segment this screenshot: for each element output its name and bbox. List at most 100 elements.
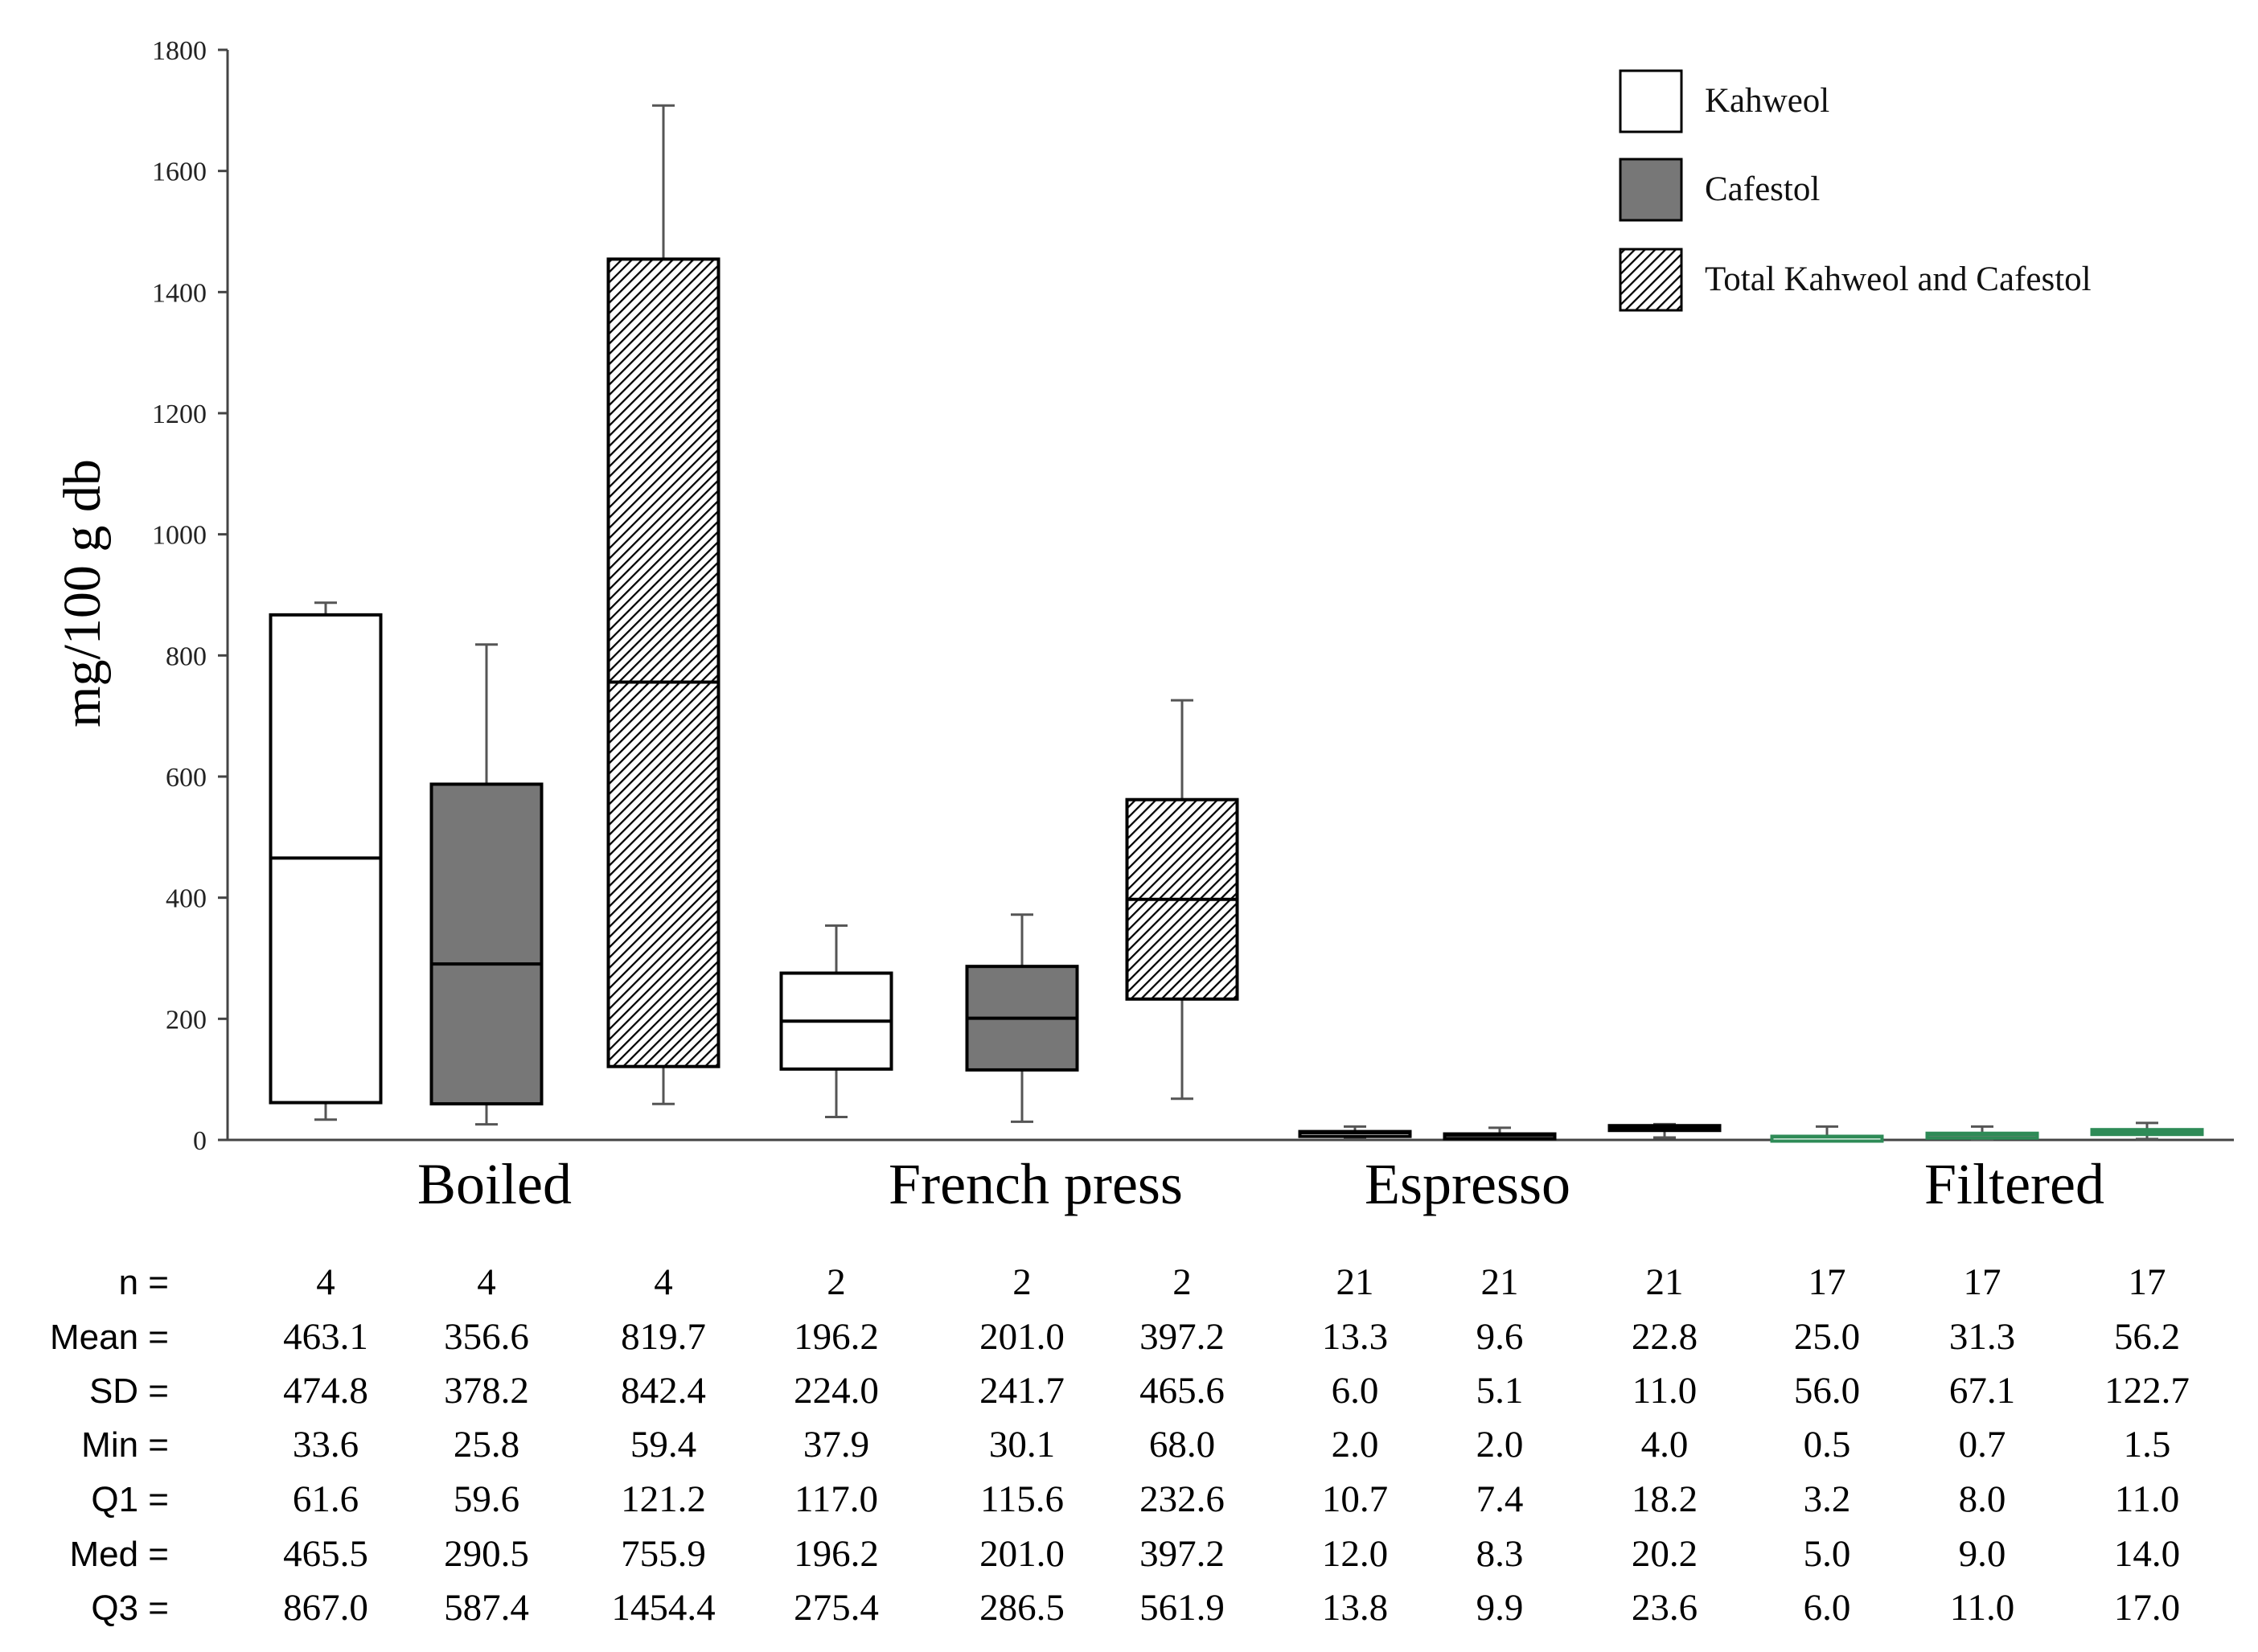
box-espresso-kahweol: [1298, 1125, 1412, 1140]
legend-label: Kahweol: [1705, 82, 1829, 120]
box-iqr: [606, 257, 721, 1068]
table-row-label: SD =: [89, 1371, 169, 1411]
table-row: Mean = 463.1 356.6 819.7 196.2 201.0 397.2 13.3…: [50, 1316, 2180, 1358]
table-cell: 5.1: [1476, 1370, 1524, 1412]
table-cell: 290.5: [444, 1533, 529, 1575]
table-cell: 30.1: [989, 1424, 1055, 1465]
y-tick-label: 0: [193, 1126, 207, 1156]
table-cell: 463.1: [283, 1316, 368, 1358]
box-espresso-total: [1607, 1122, 1722, 1139]
table-cell: 0.7: [1959, 1424, 2006, 1465]
y-tick-label: 600: [166, 763, 207, 793]
box-filtered-kahweol: [1770, 1125, 1884, 1143]
legend-label: Total Kahweol and Cafestol: [1705, 260, 2092, 298]
table-row-label: Q3 =: [91, 1588, 169, 1628]
legend-swatch: [1619, 158, 1683, 222]
table-row: Q3 = 867.0 587.4 1454.4 275.4 286.5 561.9 13.8 9…: [91, 1587, 2180, 1629]
table-cell: 4: [316, 1261, 335, 1303]
table-cell: 1.5: [2124, 1424, 2171, 1465]
y-tick-label: 1800: [152, 36, 207, 66]
group-label: Boiled: [417, 1152, 572, 1216]
table-cell: 122.7: [2104, 1370, 2190, 1412]
table-cell: 5.0: [1804, 1533, 1851, 1575]
table-cell: 9.0: [1959, 1533, 2006, 1575]
table-cell: 465.6: [1139, 1370, 1225, 1412]
y-tick-label: 200: [166, 1005, 207, 1035]
table-cell: 10.7: [1322, 1478, 1388, 1520]
box-boiled-total: [606, 104, 721, 1105]
table-cell: 4: [654, 1261, 673, 1303]
table-cell: 201.0: [979, 1533, 1065, 1575]
legend-swatch: [1619, 69, 1683, 133]
table-cell: 232.6: [1139, 1478, 1225, 1520]
y-tick-label: 400: [166, 884, 207, 914]
table-cell: 196.2: [794, 1533, 879, 1575]
table-cell: 587.4: [444, 1587, 529, 1629]
table-cell: 2: [827, 1261, 846, 1303]
table-cell: 842.4: [621, 1370, 706, 1412]
table-cell: 9.6: [1476, 1316, 1524, 1358]
axes: 0 200 400 600 800 1000 1200 1400 1600 1800 mg/100 …: [53, 36, 2234, 1216]
group-label: Filtered: [1924, 1152, 2104, 1216]
table-cell: 11.0: [1950, 1587, 2015, 1629]
table-cell: 117.0: [794, 1478, 878, 1520]
table-cell: 2.0: [1332, 1424, 1379, 1465]
table-cell: 6.0: [1804, 1587, 1851, 1629]
table-cell: 25.8: [454, 1424, 519, 1465]
table-row: Q1 = 61.6 59.6 121.2 117.0 115.6 232.6 10.7 7.4 1…: [91, 1478, 2179, 1520]
table-cell: 4: [477, 1261, 496, 1303]
table-cell: 2: [1172, 1261, 1192, 1303]
table-cell: 8.0: [1959, 1478, 2006, 1520]
table-cell: 59.4: [630, 1424, 696, 1465]
table-cell: 3.2: [1804, 1478, 1851, 1520]
table-cell: 22.8: [1632, 1316, 1698, 1358]
table-cell: 12.0: [1322, 1533, 1388, 1575]
table-cell: 275.4: [794, 1587, 879, 1629]
table-cell: 67.1: [1949, 1370, 2015, 1412]
table-cell: 23.6: [1632, 1587, 1698, 1629]
box-filtered-cafestol: [1925, 1125, 2039, 1141]
box-french-press-cafestol: [965, 913, 1079, 1123]
boxes: [269, 104, 2204, 1143]
table-row-label: Mean =: [50, 1318, 169, 1357]
y-tick-label: 1200: [152, 400, 207, 429]
table-cell: 397.2: [1139, 1533, 1225, 1575]
table-cell: 61.6: [293, 1478, 359, 1520]
legend-label: Cafestol: [1705, 170, 1820, 208]
table-cell: 20.2: [1632, 1533, 1698, 1575]
y-tick-label: 1000: [152, 521, 207, 551]
table-cell: 7.4: [1476, 1478, 1524, 1520]
table-cell: 2: [1012, 1261, 1032, 1303]
box-french-press-kahweol: [779, 924, 893, 1118]
table-cell: 11.0: [2115, 1478, 2180, 1520]
table-cell: 397.2: [1139, 1316, 1225, 1358]
table-cell: 0.5: [1804, 1424, 1851, 1465]
table-cell: 6.0: [1332, 1370, 1379, 1412]
group-label: Espresso: [1365, 1152, 1570, 1216]
box-boiled-cafestol: [429, 643, 544, 1126]
table-cell: 14.0: [2114, 1533, 2180, 1575]
table-cell: 2.0: [1476, 1424, 1524, 1465]
table-row: n = 4 4 4 2 2 2 21 21 21 17 17 17: [119, 1261, 2166, 1303]
y-tick-label: 1600: [152, 158, 207, 187]
table-row: Min = 33.6 25.8 59.4 37.9 30.1 68.0 2.0 2.0 4.0 0.…: [81, 1424, 2170, 1465]
box-iqr: [429, 782, 544, 1106]
table-cell: 21: [1646, 1261, 1684, 1303]
box-boiled-kahweol: [269, 601, 383, 1121]
table-cell: 68.0: [1149, 1424, 1215, 1465]
table-cell: 1454.4: [611, 1587, 715, 1629]
table-cell: 18.2: [1632, 1478, 1698, 1520]
table-cell: 25.0: [1794, 1316, 1860, 1358]
table-cell: 196.2: [794, 1316, 879, 1358]
table-cell: 17: [1964, 1261, 2001, 1303]
y-tick-label: 1400: [152, 278, 207, 308]
table-row: Med = 465.5 290.5 755.9 196.2 201.0 397.2 12.0 8…: [69, 1533, 2180, 1575]
table-cell: 224.0: [794, 1370, 879, 1412]
table-cell: 867.0: [283, 1587, 368, 1629]
table-cell: 21: [1336, 1261, 1374, 1303]
box-espresso-cafestol: [1443, 1126, 1557, 1141]
table-row-label: Q1 =: [91, 1480, 169, 1519]
table-cell: 121.2: [621, 1478, 706, 1520]
table-cell: 33.6: [293, 1424, 359, 1465]
group-label: French press: [889, 1152, 1183, 1216]
